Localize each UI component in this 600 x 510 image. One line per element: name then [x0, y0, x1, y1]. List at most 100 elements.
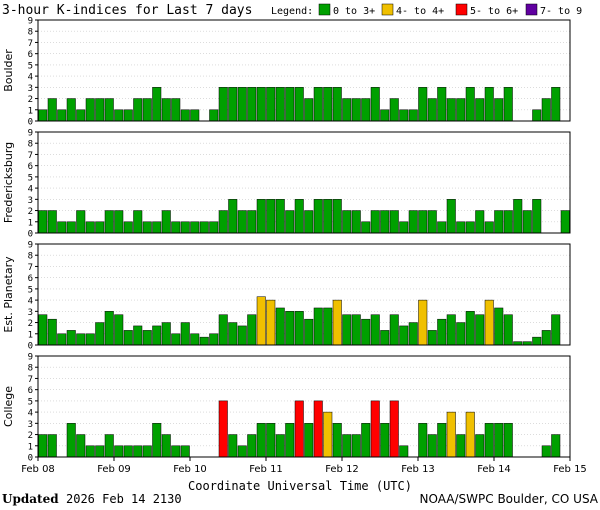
- k-index-bar: [133, 98, 143, 122]
- k-index-bar: [161, 210, 171, 234]
- k-index-bar: [380, 330, 390, 346]
- k-index-bar: [285, 311, 295, 346]
- k-index-bar: [209, 221, 219, 234]
- k-index-bar: [304, 423, 314, 458]
- y-tick-label: 2: [28, 431, 33, 441]
- y-tick-label: 6: [28, 50, 33, 60]
- y-tick-label: 5: [28, 173, 33, 183]
- k-index-bar: [38, 210, 48, 234]
- k-index-bar: [104, 311, 114, 346]
- k-index-bar: [142, 330, 152, 346]
- k-index-bar: [541, 445, 551, 458]
- updated-label: Updated: [2, 492, 59, 506]
- y-tick-label: 9: [28, 241, 33, 251]
- k-index-bar: [266, 87, 276, 122]
- k-index-bar: [161, 434, 171, 458]
- k-index-bar: [275, 307, 285, 346]
- k-index-bar: [475, 314, 485, 346]
- k-index-bar: [332, 423, 342, 458]
- x-tick-label: Feb 11: [249, 464, 283, 475]
- k-index-bar: [446, 411, 456, 458]
- y-tick-label: 4: [28, 185, 33, 195]
- k-index-bar: [152, 87, 162, 122]
- k-index-bar: [427, 98, 437, 122]
- k-index-bar: [494, 98, 504, 122]
- k-index-bar: [541, 330, 551, 346]
- k-index-bar: [66, 221, 76, 234]
- k-index-bar: [275, 434, 285, 458]
- k-index-bar: [342, 314, 352, 346]
- k-index-bar: [161, 98, 171, 122]
- k-index-bar: [104, 98, 114, 122]
- k-index-bar: [551, 434, 561, 458]
- k-index-bar: [351, 434, 361, 458]
- y-tick-label: 9: [28, 17, 33, 27]
- k-index-bar: [465, 87, 475, 122]
- k-index-bar: [294, 87, 304, 122]
- k-index-bar: [446, 98, 456, 122]
- k-index-bar: [209, 333, 219, 346]
- k-index-bar: [123, 445, 133, 458]
- k-index-bar: [123, 109, 133, 122]
- k-index-bar: [218, 400, 228, 458]
- k-index-bar: [218, 210, 228, 234]
- k-index-bar: [171, 98, 181, 122]
- updated-value: 2026 Feb 14 2130: [66, 492, 182, 506]
- k-index-bar: [76, 333, 86, 346]
- k-index-bar: [323, 307, 333, 346]
- y-tick-label: 0: [28, 342, 33, 352]
- k-index-bar: [304, 210, 314, 234]
- k-index-bar: [361, 221, 371, 234]
- k-index-bar: [532, 199, 542, 234]
- k-index-bar: [351, 210, 361, 234]
- k-index-bar: [161, 322, 171, 346]
- k-index-bar: [313, 307, 323, 346]
- k-index-bar: [503, 423, 513, 458]
- k-index-bar: [475, 434, 485, 458]
- y-tick-label: 6: [28, 274, 33, 284]
- y-tick-label: 7: [28, 375, 33, 385]
- k-index-bar: [114, 109, 124, 122]
- k-index-bar: [104, 434, 114, 458]
- k-index-bar: [332, 299, 342, 346]
- k-index-bar: [57, 333, 67, 346]
- k-index-bar: [95, 221, 105, 234]
- k-index-bar: [389, 400, 399, 458]
- k-index-bar: [47, 210, 57, 234]
- k-index-bar: [380, 423, 390, 458]
- k-index-bar: [522, 341, 532, 346]
- k-index-bar: [399, 221, 409, 234]
- k-index-bar: [361, 98, 371, 122]
- k-index-bar: [142, 98, 152, 122]
- k-index-bar: [484, 87, 494, 122]
- k-index-bar: [256, 296, 266, 346]
- k-index-bar: [275, 87, 285, 122]
- k-index-bar: [494, 307, 504, 346]
- k-index-bar: [342, 434, 352, 458]
- k-index-bar: [361, 318, 371, 346]
- k-index-bar: [294, 400, 304, 458]
- k-index-bar: [408, 109, 418, 122]
- k-index-bar: [66, 423, 76, 458]
- k-index-bar: [437, 87, 447, 122]
- y-tick-label: 5: [28, 61, 33, 71]
- k-index-bar: [513, 199, 523, 234]
- k-index-bar: [342, 210, 352, 234]
- k-index-bar: [266, 299, 276, 346]
- legend-swatch: [525, 3, 538, 16]
- k-index-bar: [228, 199, 238, 234]
- k-index-bar: [456, 322, 466, 346]
- k-index-bar: [332, 199, 342, 234]
- k-index-bar: [560, 210, 570, 234]
- y-tick-label: 4: [28, 297, 33, 307]
- y-tick-label: 7: [28, 263, 33, 273]
- y-tick-label: 2: [28, 207, 33, 217]
- k-index-bar: [351, 98, 361, 122]
- k-index-bar: [285, 423, 295, 458]
- legend-swatch: [318, 3, 331, 16]
- k-index-bar: [180, 109, 190, 122]
- y-tick-label: 4: [28, 409, 33, 419]
- k-index-bar: [228, 434, 238, 458]
